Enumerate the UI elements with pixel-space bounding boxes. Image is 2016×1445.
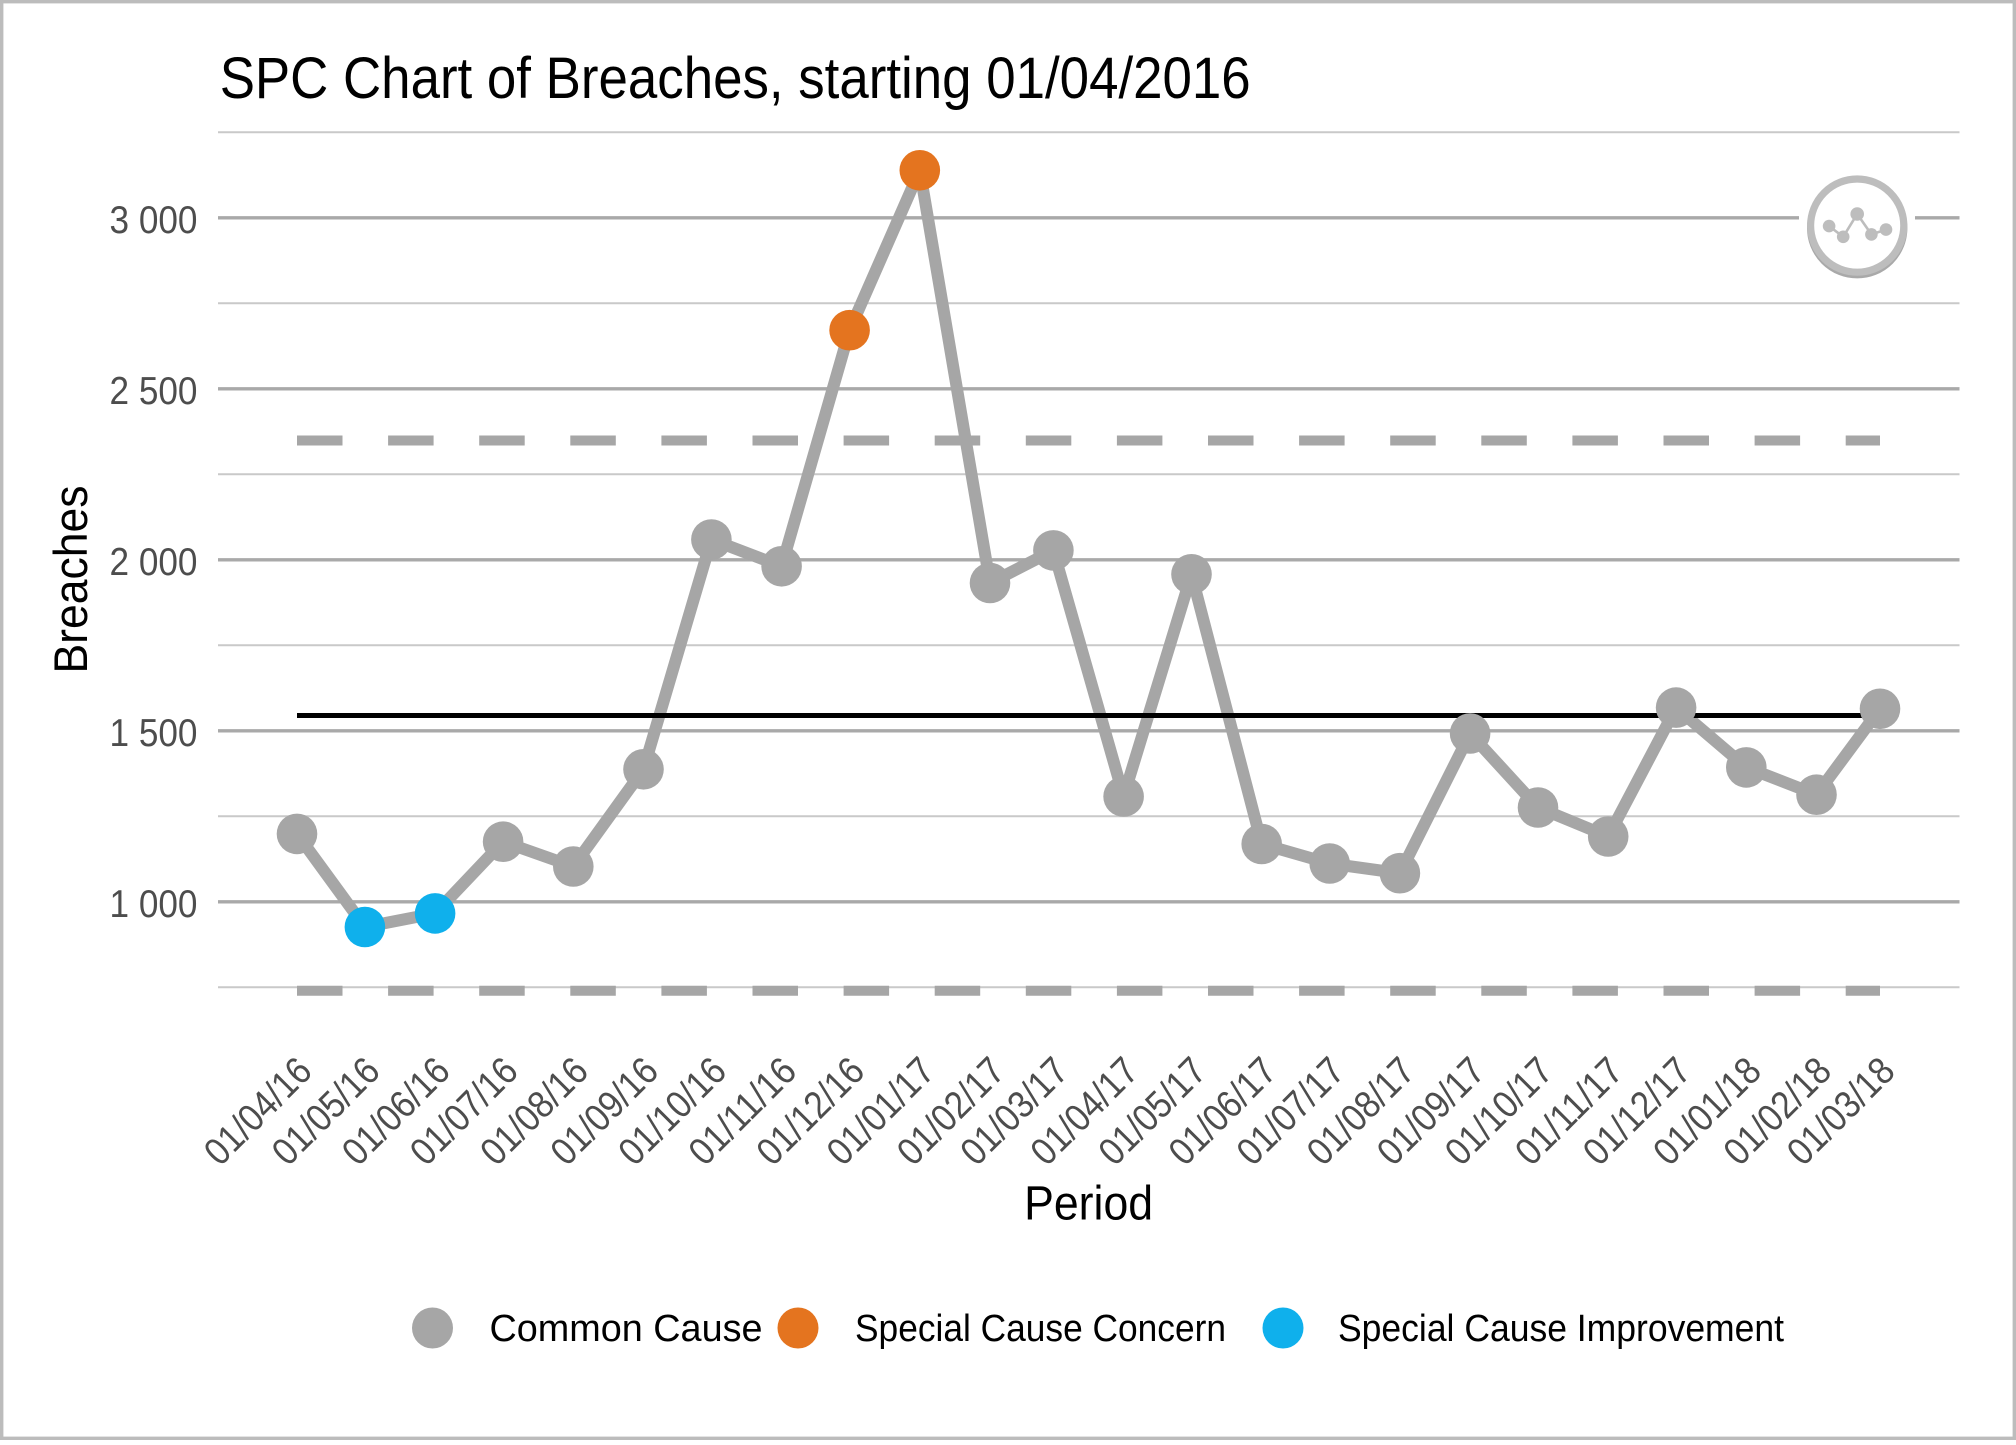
svg-text:Common Cause: Common Cause: [490, 1308, 763, 1350]
svg-text:Period: Period: [1024, 1178, 1153, 1231]
svg-text:3 000: 3 000: [110, 199, 198, 242]
svg-text:2 000: 2 000: [110, 541, 198, 584]
svg-text:Special Cause Concern: Special Cause Concern: [855, 1308, 1226, 1350]
svg-text:2 500: 2 500: [110, 370, 198, 413]
svg-text:Breaches: Breaches: [44, 486, 97, 674]
svg-text:SPC Chart of Breaches, startin: SPC Chart of Breaches, starting 01/04/20…: [220, 46, 1251, 111]
svg-text:Special Cause Improvement: Special Cause Improvement: [1338, 1308, 1784, 1350]
svg-text:1 500: 1 500: [110, 712, 198, 755]
svg-text:1 000: 1 000: [110, 883, 198, 926]
